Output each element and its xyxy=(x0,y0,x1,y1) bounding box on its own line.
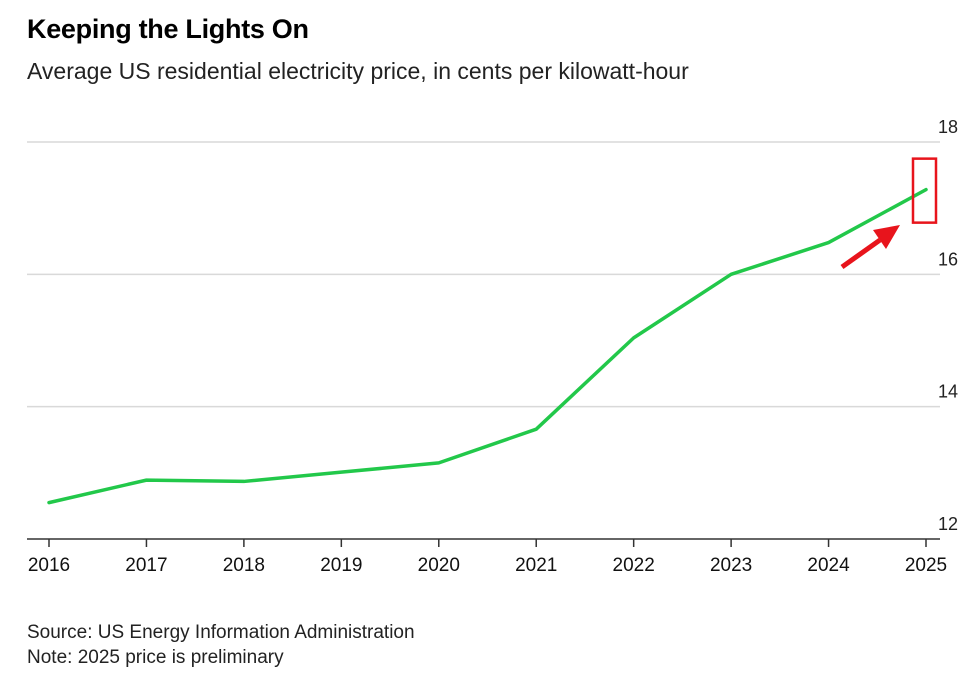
x-tick-label-2025: 2025 xyxy=(905,555,947,576)
x-tick-label-2017: 2017 xyxy=(125,555,167,576)
x-axis: 2016 2017 2018 2019 2020 2021 2022 2023 2024 2025 xyxy=(27,538,947,576)
annotation-layer xyxy=(840,157,938,270)
x-tick-label-2016: 2016 xyxy=(28,555,70,576)
y-tick-label-16: 16 xyxy=(938,249,958,269)
arrow-head xyxy=(873,225,900,249)
series-line-0 xyxy=(47,187,928,505)
x-tick-label-2023: 2023 xyxy=(710,555,752,576)
line-chart: 12 14 16 18 2016 2017 2018 2019 2020 2021 2022 202… xyxy=(27,117,958,576)
x-tick-label-2018: 2018 xyxy=(223,555,265,576)
preliminary-note: Note: 2025 price is preliminary xyxy=(27,647,284,668)
arrow-shaft xyxy=(840,237,882,270)
y-axis-tick-labels: 12 14 16 18 xyxy=(938,117,958,534)
y-tick-label-14: 14 xyxy=(938,382,958,402)
source-note: Source: US Energy Information Administra… xyxy=(27,622,415,643)
gridlines xyxy=(27,141,940,408)
x-tick-label-2021: 2021 xyxy=(515,555,557,576)
chart-footer: Source: US Energy Information Administra… xyxy=(27,620,415,670)
y-tick-label-12: 12 xyxy=(938,514,958,534)
chart-title: Keeping the Lights On xyxy=(27,14,309,44)
highlight-box xyxy=(911,157,938,224)
x-tick-label-2020: 2020 xyxy=(418,555,460,576)
chart-subtitle: Average US residential electricity price… xyxy=(27,58,689,84)
series-layer xyxy=(47,187,928,505)
y-tick-label-18: 18 xyxy=(938,117,958,137)
x-tick-label-2024: 2024 xyxy=(807,555,850,576)
x-tick-label-2022: 2022 xyxy=(613,555,655,576)
x-tick-label-2019: 2019 xyxy=(320,555,362,576)
